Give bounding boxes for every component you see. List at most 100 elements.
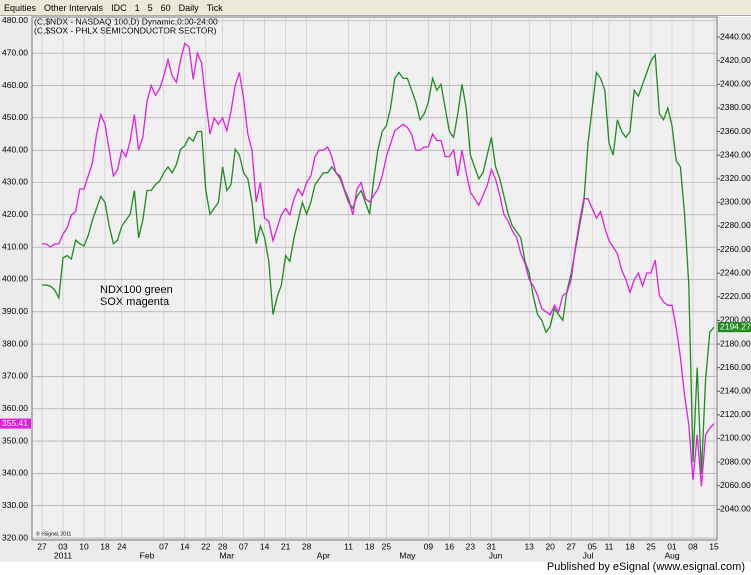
x-tick-label: 20	[545, 541, 555, 551]
y2-tick-label: 2400.00	[720, 79, 751, 89]
y-tick-label: 470.00	[2, 47, 28, 57]
y2-tick-label: 2280.00	[720, 220, 751, 230]
y-tick-label: 330.00	[2, 500, 28, 510]
y-tick-label: 440.00	[2, 144, 28, 154]
y-tick-label: 420.00	[2, 209, 28, 219]
x-tick-label: 23	[466, 541, 476, 551]
series-line	[42, 42, 715, 487]
y-tick-label: 380.00	[2, 338, 28, 348]
y-tick-label: 480.00	[2, 15, 28, 25]
y2-tick-label: 2320.00	[720, 173, 751, 183]
footer: Published by eSignal (www.esignal.com)	[546, 561, 745, 573]
x-month-label: Mar	[219, 550, 234, 560]
y2-tick-label: 2240.00	[720, 267, 751, 277]
y2-tick-label: 2440.00	[720, 31, 751, 41]
toolbar-item[interactable]: IDC	[111, 2, 127, 13]
toolbar-item[interactable]: 1	[134, 2, 140, 13]
header-line: (C,$SOX - PHLX SEMICONDUCTOR SECTOR)	[34, 25, 217, 35]
y-tick-label: 400.00	[2, 274, 28, 284]
annotation: SOX magenta	[100, 296, 170, 308]
x-tick-label: 25	[646, 541, 656, 551]
y2-tick-label: 2340.00	[720, 149, 751, 159]
x-tick-label: 08	[688, 541, 698, 551]
y2-tick-label: 2200.00	[720, 315, 751, 325]
y2-tick-label: 2060.00	[720, 480, 751, 490]
y-tick-label: 370.00	[2, 371, 28, 381]
x-tick-label: 14	[180, 541, 190, 551]
x-tick-label: 28	[302, 541, 312, 551]
y2-tick-label: 2080.00	[720, 456, 751, 466]
toolbar-item[interactable]: Daily	[178, 2, 199, 13]
x-month-label: Jun	[489, 550, 503, 560]
y2-tick-label: 2260.00	[720, 244, 751, 254]
x-tick-label: 27	[37, 541, 47, 551]
header-line: (C,$NDX - NASDAQ 100,D) Dynamic,0:00-24:…	[34, 16, 218, 26]
y2-tick-label: 2140.00	[720, 385, 751, 395]
x-month-label: May	[399, 550, 416, 560]
x-tick-label: 21	[281, 541, 291, 551]
x-tick-label: 24	[117, 541, 127, 551]
x-tick-label: 14	[260, 541, 270, 551]
annotation: NDX100 green	[100, 284, 173, 296]
x-tick-label: 18	[625, 541, 635, 551]
x-month-label: Apr	[317, 550, 330, 560]
y2-tick-label: 2160.00	[720, 362, 751, 372]
y-tick-label: 350.00	[2, 435, 28, 445]
last-value-box	[718, 322, 751, 333]
x-tick-label: 11	[344, 541, 353, 551]
x-month-label: Aug	[664, 550, 679, 560]
toolbar-item[interactable]: 60	[160, 2, 171, 13]
last-value-label: 355.41	[2, 418, 28, 428]
series-line	[42, 52, 715, 474]
last-value-label: 2194.27	[720, 321, 751, 331]
y2-tick-label: 2100.00	[720, 433, 751, 443]
toolbar-item[interactable]: Tick	[206, 2, 223, 13]
x-tick-label: 27	[566, 541, 576, 551]
x-month-label: Jul	[583, 550, 594, 560]
plot-area	[31, 16, 718, 541]
x-tick-label: 15	[709, 541, 719, 551]
toolbar-item[interactable]: Other Intervals	[44, 2, 104, 13]
toolbar-item[interactable]: 5	[147, 2, 153, 13]
y2-tick-label: 2120.00	[720, 409, 751, 419]
y2-tick-label: 2220.00	[720, 291, 751, 301]
x-tick-label: 11	[605, 541, 614, 551]
y-tick-label: 460.00	[2, 80, 28, 90]
x-tick-label: 31	[487, 541, 497, 551]
x-tick-label: 16	[445, 541, 455, 551]
last-value-box	[0, 418, 31, 429]
y-tick-label: 340.00	[2, 468, 28, 478]
toolbar: Equities Other Intervals IDC 1 5 60 Dail…	[0, 0, 751, 16]
x-tick-label: 07	[159, 541, 169, 551]
y-tick-label: 320.00	[2, 532, 28, 542]
x-tick-label: 13	[524, 541, 534, 551]
x-tick-label: 22	[201, 541, 211, 551]
y2-tick-label: 2040.00	[720, 504, 751, 514]
y-tick-label: 430.00	[2, 177, 28, 187]
y-tick-label: 360.00	[2, 403, 28, 413]
x-month-label: 2011	[54, 550, 73, 560]
x-tick-label: 28	[218, 541, 228, 551]
x-month-label: Feb	[140, 550, 155, 560]
x-tick-label: 03	[58, 541, 68, 551]
y2-tick-label: 2380.00	[720, 102, 751, 112]
y2-tick-label: 2180.00	[720, 338, 751, 348]
y2-tick-label: 2300.00	[720, 197, 751, 207]
y2-tick-label: 2360.00	[720, 126, 751, 136]
y-tick-label: 450.00	[2, 112, 28, 122]
y-tick-label: 390.00	[2, 306, 28, 316]
x-tick-label: 10	[79, 541, 89, 551]
x-tick-label: 25	[382, 541, 392, 551]
y2-tick-label: 2420.00	[720, 55, 751, 65]
x-tick-label: 09	[424, 541, 434, 551]
x-tick-label: 07	[239, 541, 249, 551]
copyright: © eSignal, 2011	[36, 530, 72, 537]
y-tick-label: 410.00	[2, 241, 28, 251]
x-tick-label: 05	[587, 541, 597, 551]
x-tick-label: 18	[100, 541, 110, 551]
x-tick-label: 01	[667, 541, 677, 551]
toolbar-item[interactable]: Equities	[4, 2, 37, 13]
x-tick-label: 18	[365, 541, 375, 551]
